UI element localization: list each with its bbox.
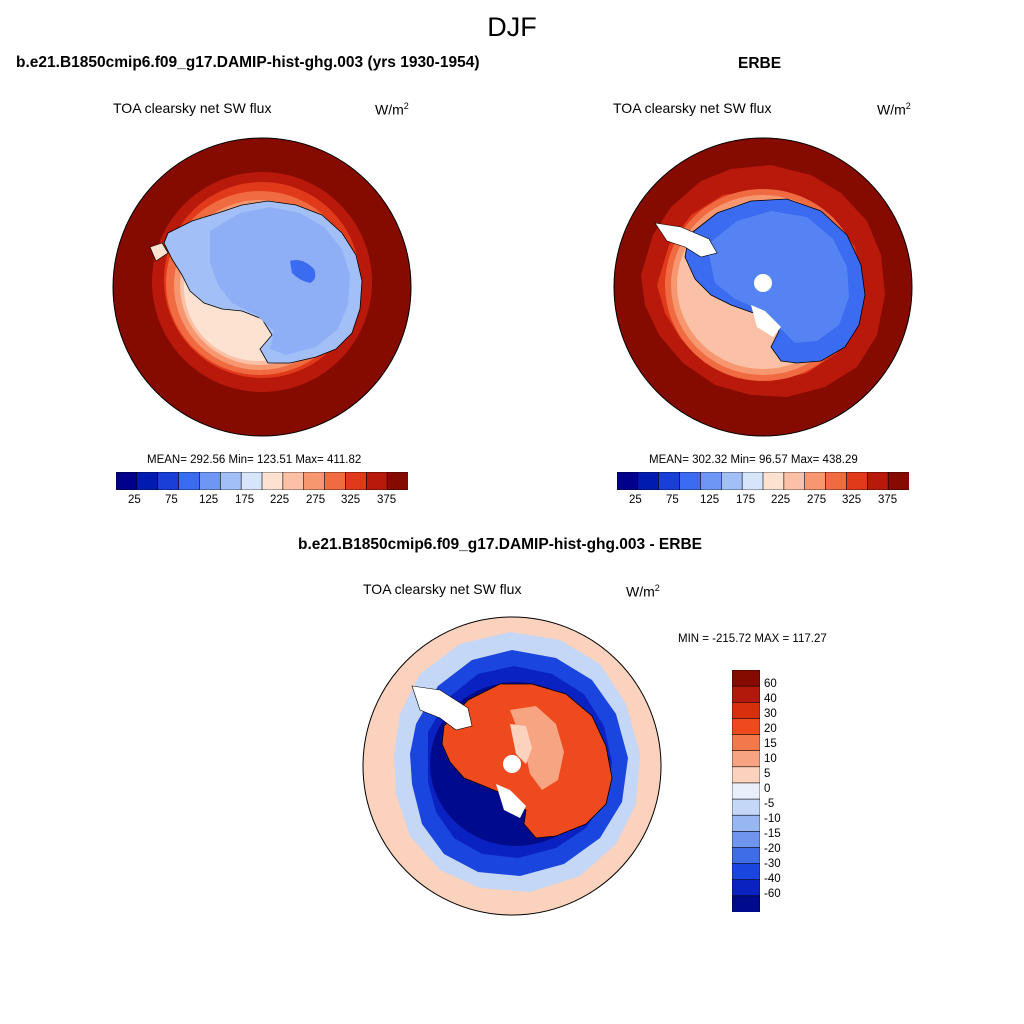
colorbar-swatch bbox=[825, 472, 848, 490]
model-colorbar-ticks: 25 75 125 175 225 275 325 375 bbox=[116, 494, 408, 510]
colorbar-tick: 75 bbox=[165, 494, 178, 506]
colorbar-swatch bbox=[732, 750, 760, 768]
colorbar-swatch bbox=[732, 701, 760, 720]
model-panel-title: b.e21.B1850cmip6.f09_g17.DAMIP-hist-ghg.… bbox=[16, 54, 480, 71]
colorbar-swatch bbox=[136, 472, 159, 490]
colorbar-tick: 375 bbox=[878, 494, 898, 506]
colorbar-swatch bbox=[866, 472, 889, 490]
colorbar-swatch bbox=[282, 472, 305, 490]
colorbar-swatch bbox=[732, 863, 760, 881]
colorbar-swatch bbox=[219, 472, 242, 490]
diff-polar-map bbox=[362, 616, 662, 916]
colorbar-swatch bbox=[365, 472, 388, 490]
diff-colorbar-ticks: 60 40 30 20 15 10 5 0 -5 -10 -15 -20 -30… bbox=[764, 678, 804, 908]
obs-stats: MEAN= 302.32 Min= 96.57 Max= 438.29 bbox=[649, 454, 858, 466]
colorbar-tick: -10 bbox=[764, 813, 781, 825]
colorbar-tick: 175 bbox=[235, 494, 255, 506]
colorbar-swatch bbox=[345, 472, 367, 490]
colorbar-swatch bbox=[116, 472, 138, 490]
colorbar-tick: -30 bbox=[764, 858, 781, 870]
obs-colorbar bbox=[617, 472, 909, 490]
colorbar-tick: 5 bbox=[764, 768, 771, 780]
obs-colorbar-ticks: 25 75 125 175 225 275 325 375 bbox=[617, 494, 909, 510]
colorbar-tick: -5 bbox=[764, 798, 775, 810]
colorbar-swatch bbox=[762, 472, 785, 490]
model-colorbar bbox=[116, 472, 408, 490]
colorbar-tick: 125 bbox=[700, 494, 720, 506]
colorbar-tick: 75 bbox=[666, 494, 679, 506]
colorbar-swatch bbox=[732, 734, 760, 752]
colorbar-swatch bbox=[386, 472, 408, 490]
model-variable-label: TOA clearsky net SW flux bbox=[113, 100, 272, 116]
colorbar-swatch bbox=[178, 472, 201, 490]
colorbar-tick: 15 bbox=[764, 738, 777, 750]
colorbar-swatch bbox=[658, 472, 681, 490]
colorbar-swatch bbox=[732, 718, 760, 736]
colorbar-swatch bbox=[846, 472, 868, 490]
colorbar-swatch bbox=[679, 472, 702, 490]
colorbar-swatch bbox=[741, 472, 764, 490]
colorbar-swatch bbox=[261, 472, 284, 490]
colorbar-swatch bbox=[720, 472, 743, 490]
colorbar-swatch bbox=[732, 847, 760, 865]
colorbar-swatch bbox=[240, 472, 263, 490]
colorbar-swatch bbox=[617, 472, 639, 490]
colorbar-swatch bbox=[783, 472, 806, 490]
diff-colorbar bbox=[732, 670, 760, 912]
colorbar-tick: 325 bbox=[842, 494, 862, 506]
model-units-label: W/m2 bbox=[375, 101, 409, 118]
colorbar-tick: 25 bbox=[128, 494, 141, 506]
colorbar-swatch bbox=[157, 472, 180, 490]
obs-panel-title: ERBE bbox=[738, 55, 782, 72]
diff-stats: MIN = -215.72 MAX = 117.27 bbox=[678, 633, 827, 645]
obs-variable-label: TOA clearsky net SW flux bbox=[613, 100, 772, 116]
colorbar-tick: 25 bbox=[629, 494, 642, 506]
colorbar-swatch bbox=[324, 472, 347, 490]
colorbar-swatch bbox=[732, 814, 760, 832]
colorbar-swatch bbox=[732, 798, 760, 816]
diff-panel-title: b.e21.B1850cmip6.f09_g17.DAMIP-hist-ghg.… bbox=[298, 536, 702, 553]
diff-variable-label: TOA clearsky net SW flux bbox=[363, 581, 522, 597]
colorbar-swatch bbox=[887, 472, 909, 490]
colorbar-tick: 0 bbox=[764, 783, 771, 795]
colorbar-swatch bbox=[732, 766, 760, 784]
colorbar-tick: 60 bbox=[764, 678, 777, 690]
obs-units-label: W/m2 bbox=[877, 101, 911, 118]
colorbar-tick: 40 bbox=[764, 693, 777, 705]
colorbar-swatch bbox=[732, 685, 760, 703]
diff-units-label: W/m2 bbox=[626, 583, 660, 600]
model-polar-map bbox=[112, 137, 412, 437]
colorbar-tick: -20 bbox=[764, 843, 781, 855]
colorbar-tick: 30 bbox=[764, 708, 777, 720]
colorbar-tick: 125 bbox=[199, 494, 219, 506]
colorbar-swatch bbox=[732, 670, 760, 687]
colorbar-tick: -60 bbox=[764, 888, 781, 900]
colorbar-swatch bbox=[732, 879, 760, 897]
colorbar-tick: 275 bbox=[306, 494, 326, 506]
colorbar-tick: 175 bbox=[736, 494, 756, 506]
colorbar-tick: -15 bbox=[764, 828, 781, 840]
colorbar-tick: 225 bbox=[771, 494, 791, 506]
obs-polar-map bbox=[613, 137, 913, 437]
colorbar-swatch bbox=[732, 895, 760, 912]
colorbar-swatch bbox=[732, 831, 760, 849]
colorbar-tick: 20 bbox=[764, 723, 777, 735]
colorbar-swatch bbox=[637, 472, 660, 490]
colorbar-swatch bbox=[303, 472, 326, 490]
colorbar-tick: 375 bbox=[377, 494, 397, 506]
colorbar-tick: -40 bbox=[764, 873, 781, 885]
colorbar-swatch bbox=[732, 782, 760, 800]
colorbar-swatch bbox=[804, 472, 827, 490]
colorbar-tick: 225 bbox=[270, 494, 290, 506]
colorbar-tick: 10 bbox=[764, 753, 777, 765]
colorbar-swatch bbox=[199, 472, 221, 490]
colorbar-swatch bbox=[700, 472, 722, 490]
season-title: DJF bbox=[487, 12, 537, 42]
colorbar-tick: 275 bbox=[807, 494, 827, 506]
colorbar-tick: 325 bbox=[341, 494, 361, 506]
model-stats: MEAN= 292.56 Min= 123.51 Max= 411.82 bbox=[147, 454, 362, 466]
